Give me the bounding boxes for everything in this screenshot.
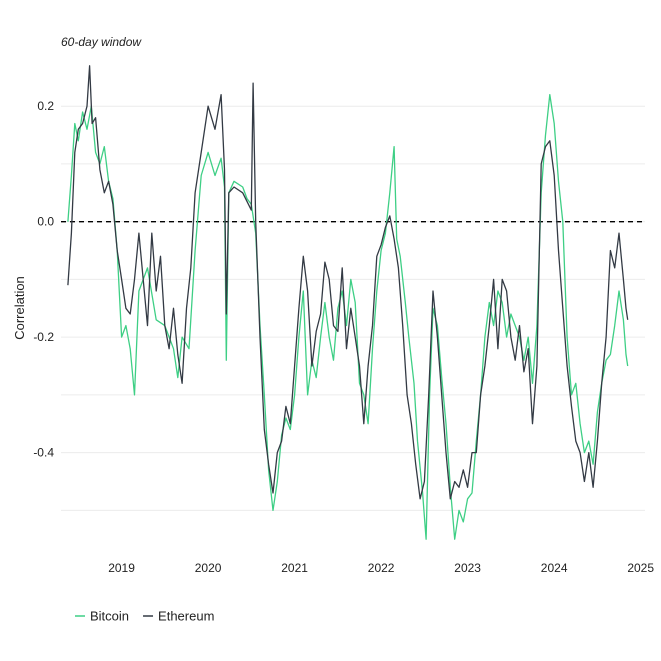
series-line-bitcoin	[67, 93, 629, 540]
y-tick-label: 0.2	[37, 99, 54, 113]
x-tick-label: 2020	[195, 561, 222, 575]
y-axis-ticks: 0.2 0.0 -0.2 -0.4	[33, 99, 54, 459]
legend-label-ethereum: Ethereum	[158, 609, 214, 624]
series-line-ethereum	[67, 65, 629, 500]
x-tick-label: 2024	[541, 561, 568, 575]
y-tick-label: -0.2	[33, 330, 54, 344]
y-tick-label: -0.4	[33, 446, 54, 460]
x-tick-label: 2025	[627, 561, 654, 575]
x-axis-ticks: 2019 2020 2021 2022 2023 2024 2025	[108, 561, 654, 575]
x-tick-label: 2021	[281, 561, 308, 575]
chart-subtitle: 60-day window	[61, 35, 142, 49]
x-tick-label: 2023	[454, 561, 481, 575]
y-tick-label: 0.0	[37, 215, 54, 229]
legend-label-bitcoin: Bitcoin	[90, 609, 129, 624]
y-axis-label: Correlation	[12, 276, 27, 340]
series-layer	[67, 65, 629, 540]
legend: Bitcoin Ethereum	[75, 609, 214, 624]
x-tick-label: 2019	[108, 561, 135, 575]
x-tick-label: 2022	[368, 561, 395, 575]
